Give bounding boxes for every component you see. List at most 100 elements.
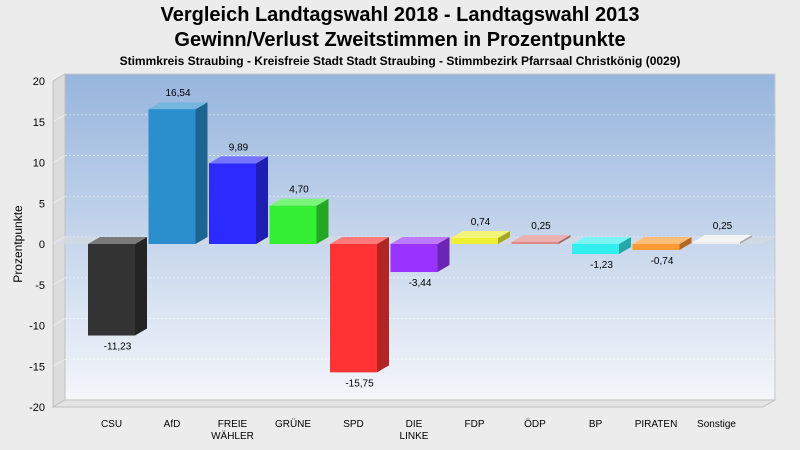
x-tick-label: BP [589, 419, 603, 430]
bar: 0,25 [511, 221, 571, 244]
chart-title-line-2: Gewinn/Verlust Zweitstimmen in Prozentpu… [174, 29, 626, 51]
x-tick-label-line: CSU [101, 419, 122, 430]
bar-top [390, 237, 450, 244]
bar-top [451, 230, 510, 238]
data-label: 9,89 [229, 142, 249, 153]
bar-top [632, 237, 692, 244]
y-axis-label: Prozentpunkte [11, 205, 25, 283]
x-tick-label-line: FREIE [218, 419, 248, 430]
bar-front [209, 163, 256, 244]
x-tick-label: Sonstige [697, 419, 736, 430]
chart-title: Vergleich Landtagswahl 2018 - Landtagswa… [160, 4, 640, 26]
bar-side [377, 237, 389, 373]
bar-front [511, 241, 559, 244]
bar: 16,54 [148, 88, 208, 244]
data-label: -15,75 [345, 378, 374, 389]
bar-side [498, 230, 510, 244]
bar-front [330, 244, 377, 373]
x-tick-label-line: BP [589, 419, 603, 430]
x-tick-label: SPD [343, 419, 364, 430]
y-tick-label: 20 [33, 76, 45, 88]
x-tick-label: FREIE WÄHLER [211, 419, 254, 442]
y-tick-label: 0 [39, 239, 45, 251]
bar-top [511, 234, 571, 242]
bar-side [135, 237, 147, 336]
y-tick-label: 10 [33, 158, 45, 170]
bar-front [572, 244, 619, 255]
x-tick-label: ÖDP [524, 418, 546, 430]
bar-side [256, 156, 268, 244]
bar: 9,89 [209, 142, 268, 244]
grid-line-side [52, 318, 66, 326]
bar-top [693, 234, 752, 242]
chart-subtitle: Stimmkreis Straubing - Kreisfreie Stadt … [119, 54, 681, 68]
data-label: 4,70 [289, 185, 309, 196]
bar: 0,25 [693, 221, 752, 244]
y-tick-label: 5 [39, 198, 45, 210]
x-tick-label-line: DIE [406, 419, 423, 430]
x-tick-label-line: PIRATEN [635, 419, 678, 430]
x-tick-label: AfD [164, 419, 181, 430]
bar-front [269, 205, 317, 244]
bar-side [679, 237, 692, 251]
y-tick-label: -20 [29, 402, 45, 414]
x-tick-label-line: LINKE [400, 431, 429, 442]
bar-front [451, 237, 498, 244]
x-axis: CSU AfD FREIE WÄHLER GRÜNE SPD DIE LINKE FDP ÖDP B… [101, 418, 736, 442]
bars: -11,23 16,54 9,89 4,70 -15,75 -3,44 0,74 0,25 -1… [88, 88, 752, 389]
data-label: 0,25 [713, 221, 733, 232]
x-tick-label: CSU [101, 419, 122, 430]
bar: -3,44 [390, 237, 450, 289]
bar: -15,75 [330, 237, 389, 389]
bar-top [572, 237, 631, 244]
data-label: 16,54 [165, 88, 190, 99]
bar-top [269, 198, 329, 206]
bar-side [316, 198, 329, 244]
y-axis: 20 15 10 5 0 -5 -10 -15 -20 [29, 76, 45, 414]
bar-top [209, 156, 268, 164]
x-tick-label-line: Sonstige [697, 419, 736, 430]
grid-line-side [52, 358, 66, 367]
bar-side [619, 237, 631, 255]
bar-side [740, 234, 752, 244]
data-label: -0,74 [651, 256, 674, 267]
bar: 4,70 [269, 185, 329, 244]
bar-side [195, 102, 208, 244]
data-label: 0,74 [471, 217, 491, 228]
plot-floor [51, 399, 777, 408]
grid-line-side [52, 195, 66, 204]
grid-line-side [52, 114, 66, 123]
bar: -0,74 [632, 237, 692, 267]
x-tick-label-line: ÖDP [524, 418, 546, 430]
bar-top [330, 237, 389, 244]
x-tick-label-line: FDP [465, 419, 485, 430]
bar-side [558, 234, 571, 244]
bar-top [88, 237, 147, 244]
x-tick-label-line: AfD [164, 419, 181, 430]
bar-front [148, 109, 196, 244]
x-tick-label-line: GRÜNE [275, 418, 311, 430]
grid-line-side [52, 277, 66, 286]
bar-top [148, 102, 208, 110]
x-tick-label: DIE LINKE [400, 419, 429, 442]
y-tick-label: -5 [35, 280, 45, 292]
y-tick-label: -15 [29, 361, 45, 373]
data-label: -3,44 [409, 278, 432, 289]
bar-front [88, 244, 135, 336]
bar-front [632, 244, 680, 251]
bar: -1,23 [572, 237, 631, 271]
x-tick-label: PIRATEN [635, 419, 678, 430]
bar-side [437, 237, 450, 273]
data-label: -11,23 [104, 342, 132, 353]
bar: 0,74 [451, 217, 510, 244]
data-label: -1,23 [590, 260, 613, 271]
y-tick-label: 15 [33, 117, 45, 129]
bar: -11,23 [88, 237, 147, 353]
x-tick-label: FDP [465, 419, 485, 430]
data-label: 0,25 [531, 221, 551, 232]
grid-line-side [52, 155, 66, 163]
bar-front [390, 244, 438, 273]
x-tick-label: GRÜNE [275, 418, 311, 430]
bar-front [693, 241, 740, 244]
